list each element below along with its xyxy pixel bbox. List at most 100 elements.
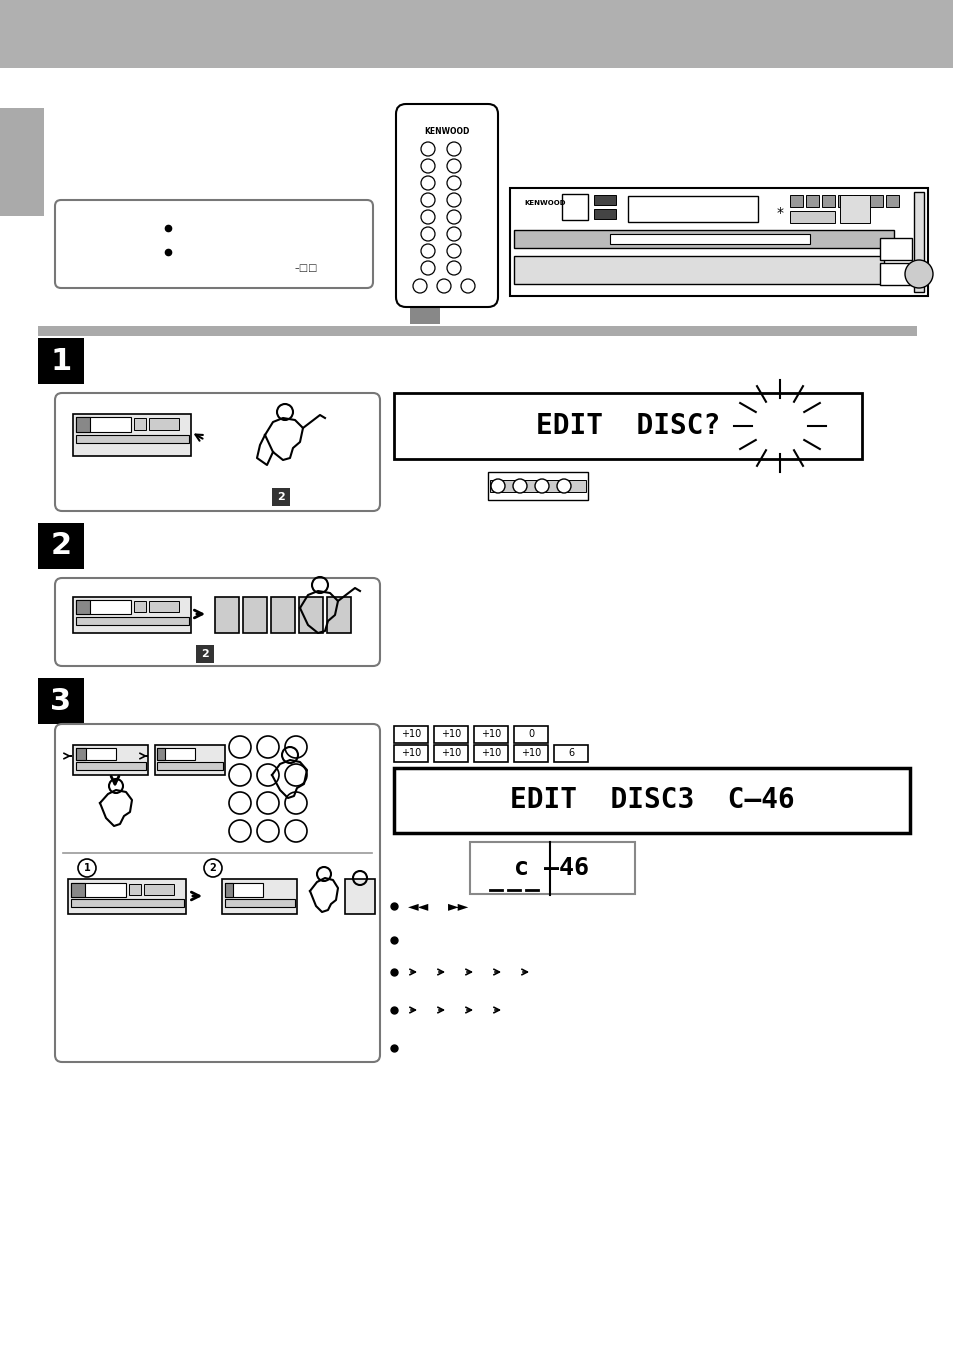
Bar	[394, 725, 428, 743]
Bar	[554, 744, 587, 762]
Bar	[627, 196, 758, 222]
Bar	[885, 195, 898, 207]
Bar	[154, 744, 225, 775]
Text: +10: +10	[440, 748, 460, 758]
Circle shape	[420, 227, 435, 240]
Circle shape	[436, 280, 451, 293]
Bar	[149, 417, 179, 430]
Text: +10: +10	[480, 730, 500, 739]
Bar	[157, 748, 165, 761]
Circle shape	[447, 142, 460, 155]
Bar	[789, 211, 834, 223]
Text: 2: 2	[210, 863, 216, 873]
Circle shape	[420, 193, 435, 207]
Bar	[71, 898, 184, 907]
Circle shape	[447, 193, 460, 207]
Bar	[327, 597, 351, 634]
Circle shape	[229, 792, 251, 815]
Circle shape	[491, 480, 504, 493]
Bar	[214, 597, 239, 634]
Bar	[157, 748, 194, 761]
Bar	[144, 884, 173, 894]
Bar	[879, 238, 911, 259]
Bar	[434, 744, 468, 762]
Bar	[76, 748, 116, 761]
Bar	[149, 601, 179, 612]
Bar	[394, 744, 428, 762]
Bar	[225, 898, 294, 907]
Circle shape	[413, 280, 427, 293]
Circle shape	[229, 820, 251, 842]
Circle shape	[447, 261, 460, 276]
Bar	[869, 195, 882, 207]
Bar	[561, 195, 587, 220]
Bar	[157, 762, 223, 770]
Bar	[474, 725, 507, 743]
Circle shape	[285, 736, 307, 758]
Circle shape	[904, 259, 932, 288]
Text: +10: +10	[400, 748, 420, 758]
Bar	[805, 195, 818, 207]
Text: +10: +10	[480, 748, 500, 758]
Bar	[594, 195, 616, 205]
Circle shape	[420, 261, 435, 276]
Circle shape	[535, 480, 548, 493]
FancyBboxPatch shape	[55, 393, 379, 511]
Bar	[0, 0, 953, 68]
Bar	[73, 744, 148, 775]
Bar	[73, 413, 191, 457]
Bar	[195, 644, 213, 663]
Text: EDIT  DISC3  C–46: EDIT DISC3 C–46	[509, 786, 794, 815]
Bar	[394, 767, 909, 834]
Bar	[434, 725, 468, 743]
Bar	[76, 748, 86, 761]
Circle shape	[420, 245, 435, 258]
Bar	[474, 744, 507, 762]
Circle shape	[447, 176, 460, 190]
Bar	[73, 597, 191, 634]
Bar	[133, 417, 146, 430]
Bar	[410, 303, 439, 324]
Bar	[76, 762, 146, 770]
Circle shape	[420, 142, 435, 155]
Bar	[789, 195, 802, 207]
FancyBboxPatch shape	[395, 104, 497, 307]
Bar	[913, 192, 923, 292]
Bar	[38, 326, 916, 336]
Bar	[222, 880, 296, 915]
Bar	[71, 884, 126, 897]
Circle shape	[557, 480, 571, 493]
Text: +10: +10	[440, 730, 460, 739]
Text: *: *	[776, 205, 782, 220]
Text: c –46: c –46	[514, 857, 589, 880]
Text: 0: 0	[527, 730, 534, 739]
Circle shape	[229, 765, 251, 786]
Text: +10: +10	[400, 730, 420, 739]
Bar	[0, 108, 44, 216]
Circle shape	[447, 159, 460, 173]
Bar	[394, 393, 862, 459]
Text: ►►: ►►	[448, 898, 469, 913]
Text: 6: 6	[567, 748, 574, 758]
Text: ◄◄: ◄◄	[408, 898, 429, 913]
Bar	[76, 417, 90, 432]
Bar	[68, 880, 186, 915]
Circle shape	[229, 736, 251, 758]
FancyBboxPatch shape	[55, 200, 373, 288]
Bar	[840, 195, 869, 223]
Bar	[271, 597, 294, 634]
Bar	[38, 338, 84, 384]
Bar	[879, 263, 911, 285]
Text: +10: +10	[520, 748, 540, 758]
Bar	[243, 597, 267, 634]
Text: 1: 1	[84, 863, 91, 873]
Text: 3: 3	[51, 686, 71, 716]
Text: –□□: –□□	[294, 263, 317, 273]
Bar	[514, 725, 547, 743]
Circle shape	[204, 859, 222, 877]
Circle shape	[513, 480, 526, 493]
Bar	[71, 884, 85, 897]
Bar	[609, 234, 809, 245]
Circle shape	[447, 209, 460, 224]
Circle shape	[78, 859, 96, 877]
